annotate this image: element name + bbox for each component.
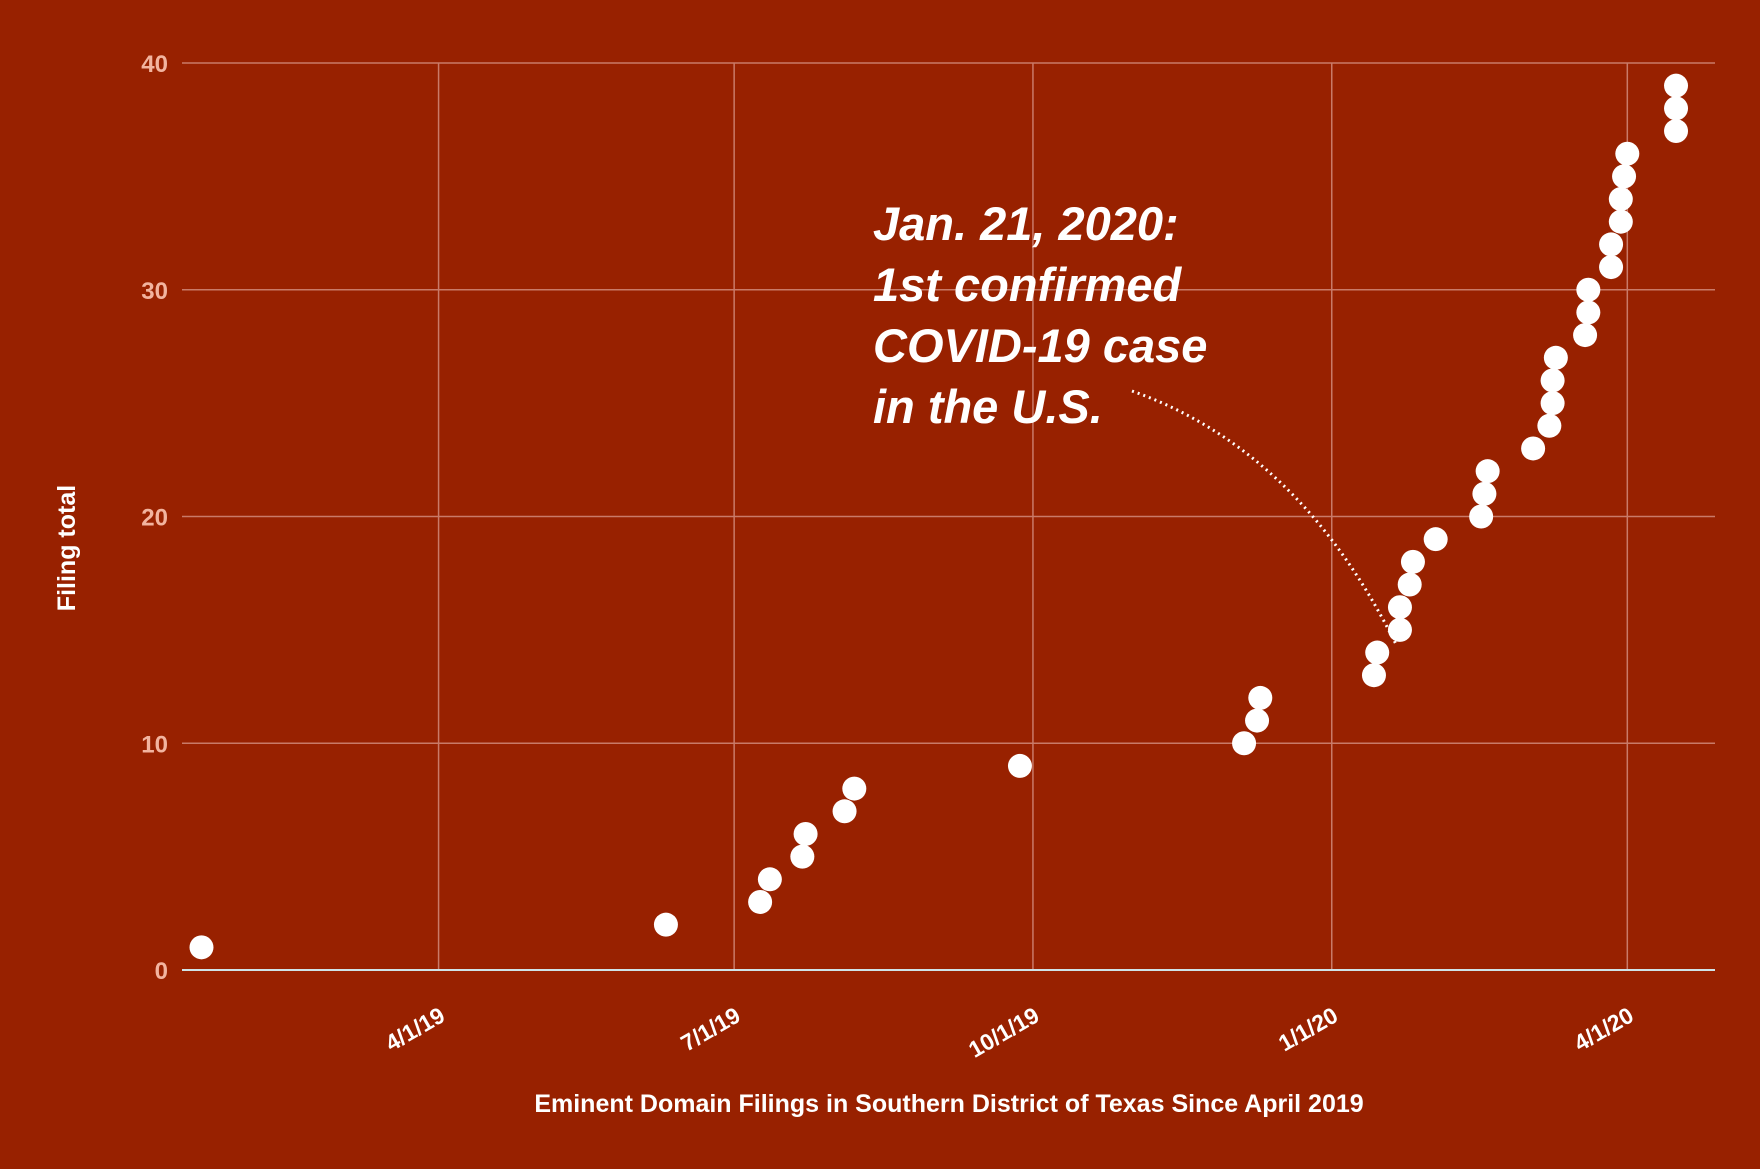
x-tick-label: 7/1/19 [676,1002,744,1056]
y-tick-label: 20 [141,505,168,532]
data-point [1576,300,1601,325]
annotation: Jan. 21, 2020: 1st confirmed COVID-19 case… [873,197,1399,647]
data-point [1365,640,1390,665]
data-point [1599,232,1624,257]
data-point [832,799,857,824]
y-axis-ticks: 0 10 20 30 40 [141,51,168,985]
data-point [1397,572,1422,597]
annotation-text-line: Jan. 21, 2020: [873,197,1179,250]
data-point [1664,96,1689,121]
x-tick-label: 10/1/19 [964,1002,1043,1063]
y-tick-label: 0 [155,958,168,985]
x-tick-label: 4/1/20 [1569,1002,1637,1056]
data-point [1543,345,1568,370]
y-tick-label: 40 [141,51,168,78]
data-point [1664,119,1689,144]
annotation-text-line: 1st confirmed [873,258,1182,311]
x-tick-label: 1/1/20 [1274,1002,1342,1056]
annotation-text-line: COVID-19 case [873,319,1207,372]
data-point [1475,459,1500,484]
y-tick-label: 10 [141,731,168,758]
data-point [1540,368,1565,393]
x-axis-ticks: 4/1/19 7/1/19 10/1/19 1/1/20 4/1/20 [381,1002,1638,1063]
data-point [1423,527,1448,552]
data-point [793,821,818,846]
data-point [1245,708,1270,733]
data-point [1573,323,1598,348]
data-point [1537,413,1562,438]
data-point [757,867,782,892]
y-axis-title: Filing total [53,485,81,611]
data-point [1361,663,1386,688]
grid [182,62,1715,970]
y-tick-label: 30 [141,278,168,305]
data-point [1232,731,1257,756]
data-point [1387,595,1412,620]
data-point [1007,753,1032,778]
data-points [189,73,1689,960]
data-point [1472,481,1497,506]
data-point [1248,685,1273,710]
data-point [1576,277,1601,302]
data-point [189,935,214,960]
data-point [1540,391,1565,416]
annotation-leader-line [1131,389,1399,647]
data-point [1664,73,1689,98]
data-point [1521,436,1546,461]
data-point [1612,164,1637,189]
data-point [1608,209,1633,234]
annotation-text-line: in the U.S. [873,380,1103,433]
data-point [1469,504,1494,529]
data-point [748,889,773,914]
data-point [790,844,815,869]
data-point [1599,255,1624,280]
data-point [1400,549,1425,574]
data-point [842,776,867,801]
data-point [1608,187,1633,212]
data-point [653,912,678,937]
data-point [1615,141,1640,166]
data-point [1387,617,1412,642]
x-tick-label: 4/1/19 [381,1002,449,1056]
x-axis-title: Eminent Domain Filings in Southern Distr… [534,1090,1363,1118]
